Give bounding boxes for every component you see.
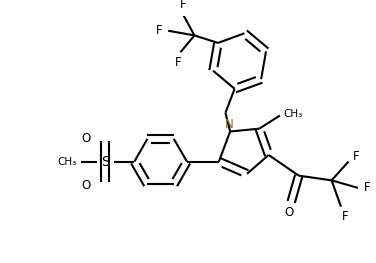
Text: N: N xyxy=(225,118,233,132)
Text: S: S xyxy=(101,155,109,169)
Text: F: F xyxy=(175,56,182,69)
Text: F: F xyxy=(155,24,162,37)
Text: O: O xyxy=(285,206,294,219)
Text: F: F xyxy=(343,210,349,222)
Text: CH₃: CH₃ xyxy=(284,109,303,119)
Text: CH₃: CH₃ xyxy=(57,156,76,166)
Text: F: F xyxy=(353,150,359,163)
Text: F: F xyxy=(180,0,186,11)
Text: O: O xyxy=(82,179,91,191)
Text: F: F xyxy=(364,181,371,194)
Text: O: O xyxy=(82,132,91,145)
